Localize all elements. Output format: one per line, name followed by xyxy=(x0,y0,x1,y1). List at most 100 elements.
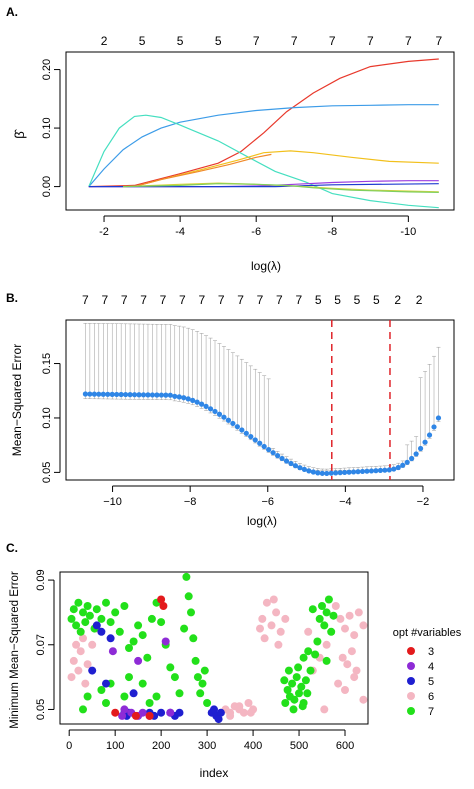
point-vars-5 xyxy=(129,689,138,698)
point-vars-6 xyxy=(76,647,85,656)
point-vars-6 xyxy=(320,705,329,714)
mse-point xyxy=(315,470,321,476)
mse-point xyxy=(346,469,352,475)
mse-point xyxy=(310,469,316,475)
panel-a-top-count: 2 xyxy=(101,34,108,48)
mse-point xyxy=(426,432,433,438)
mse-point xyxy=(239,427,245,433)
point-vars-6 xyxy=(262,598,271,607)
panel-b-top-count: 7 xyxy=(257,293,264,307)
point-vars-7 xyxy=(322,608,331,617)
mse-point xyxy=(203,403,209,409)
mse-point xyxy=(230,420,236,427)
point-vars-6 xyxy=(331,602,340,610)
panel-a-y-tick-label: 0.20 xyxy=(41,59,53,80)
panel-b-x-tick-label: −6 xyxy=(261,496,274,508)
panel-a-x-axis-title: log(λ) xyxy=(251,259,281,273)
point-vars-7 xyxy=(175,689,184,698)
point-vars-5 xyxy=(214,715,223,724)
mse-point xyxy=(431,424,437,430)
panel-b-label: B. xyxy=(6,291,18,305)
panel-c-x-tick-label: 400 xyxy=(244,740,262,752)
panel-c-x-tick-label: 0 xyxy=(66,740,72,752)
point-vars-7 xyxy=(85,611,94,620)
legend-title: opt #variables xyxy=(393,627,462,639)
mse-point xyxy=(297,465,303,471)
point-vars-7 xyxy=(182,572,191,581)
point-vars-7 xyxy=(290,695,299,704)
coefficient-path-5 xyxy=(134,153,272,188)
point-vars-7 xyxy=(145,699,154,707)
panel-b-x-tick-label: −2 xyxy=(417,496,430,508)
point-vars-3 xyxy=(111,708,120,717)
point-vars-6 xyxy=(79,634,87,643)
point-vars-7 xyxy=(125,673,133,682)
point-vars-7 xyxy=(283,686,292,694)
point-vars-6 xyxy=(338,653,347,662)
mse-point xyxy=(118,391,124,398)
point-vars-7 xyxy=(292,673,301,682)
point-vars-6 xyxy=(352,666,361,675)
point-vars-6 xyxy=(67,673,76,682)
panel-b-top-count: 7 xyxy=(140,293,147,307)
point-vars-7 xyxy=(72,621,81,630)
point-vars-7 xyxy=(198,679,207,688)
panel-b-top-count: 7 xyxy=(198,293,205,307)
mse-point xyxy=(324,470,330,477)
mse-point xyxy=(333,470,339,476)
point-vars-6 xyxy=(83,660,92,669)
point-vars-5 xyxy=(210,705,218,714)
mse-point xyxy=(185,396,191,402)
legend-label-3: 3 xyxy=(428,646,434,658)
panel-a-top-count: 7 xyxy=(291,34,298,48)
panel-b-top-count: 5 xyxy=(354,293,361,307)
point-vars-4 xyxy=(138,708,147,717)
mse-point xyxy=(355,469,361,475)
point-vars-7 xyxy=(111,608,120,617)
point-vars-7 xyxy=(196,689,205,698)
panel-a-y-tick-label: 0.00 xyxy=(41,176,53,197)
panel-b-x-tick-label: −8 xyxy=(184,496,197,508)
mse-point xyxy=(131,392,138,398)
mse-point xyxy=(377,467,383,474)
mse-point xyxy=(172,393,178,399)
point-vars-7 xyxy=(67,614,76,623)
point-vars-6 xyxy=(274,640,283,649)
panel-c-points xyxy=(67,572,368,724)
mse-point xyxy=(359,468,366,475)
panel-a-x-tick-label: -6 xyxy=(251,226,261,238)
panel-b-top-count: 2 xyxy=(416,293,423,307)
panel-b-top-count: 7 xyxy=(295,293,302,307)
mse-point xyxy=(234,424,240,430)
mse-point xyxy=(418,445,424,452)
point-vars-7 xyxy=(120,602,129,610)
point-vars-7 xyxy=(284,666,293,675)
point-vars-7 xyxy=(329,611,338,620)
panel-a-label: A. xyxy=(6,5,18,19)
point-vars-6 xyxy=(260,634,269,643)
mse-point xyxy=(167,392,173,398)
coefficient-path-3 xyxy=(88,114,439,209)
mse-point xyxy=(87,391,93,397)
point-vars-7 xyxy=(304,647,313,656)
panel-a-top-count: 7 xyxy=(435,34,442,48)
mse-point xyxy=(391,466,397,472)
point-vars-7 xyxy=(298,702,307,711)
point-vars-7 xyxy=(306,666,315,675)
point-vars-6 xyxy=(341,686,349,694)
panel-c-x-tick-label: 500 xyxy=(290,740,308,752)
point-vars-7 xyxy=(147,614,156,623)
panel-b-top-count: 7 xyxy=(101,293,108,307)
point-vars-3 xyxy=(145,711,154,720)
panel-c-x-tick-label: 600 xyxy=(336,740,354,752)
mse-point xyxy=(123,391,129,398)
coefficient-path-9 xyxy=(123,183,439,193)
mse-point xyxy=(100,391,106,397)
point-vars-7 xyxy=(69,605,78,614)
mse-point xyxy=(368,468,375,474)
panel-b-lambda-lines xyxy=(331,320,391,480)
point-vars-7 xyxy=(301,676,310,685)
point-vars-4 xyxy=(108,647,117,656)
